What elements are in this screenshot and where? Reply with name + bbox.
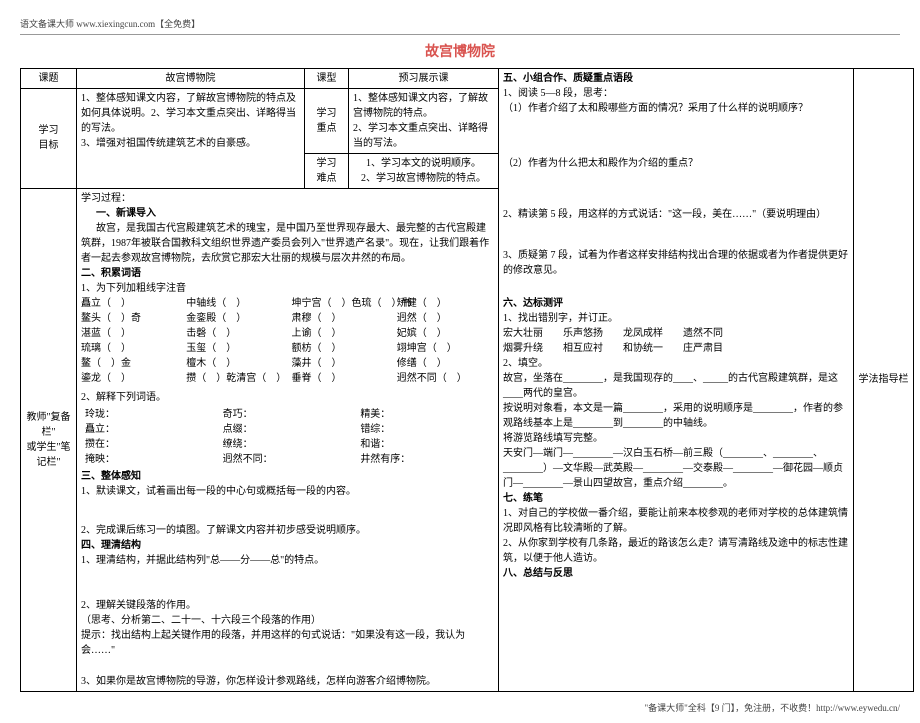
- sec7-1: 1、对自己的学校做一番介绍，要能让前来本校参观的老师对学校的总体建筑情况即风格有…: [503, 506, 849, 536]
- sec3-1: 1、默读课文，试着画出每一段的中心句或概括每一段的内容。: [81, 484, 494, 499]
- keti-value: 故宫博物院: [77, 68, 305, 88]
- sec8-heading: 八、总结与反思: [503, 566, 849, 581]
- process-label: 学习过程：: [81, 191, 494, 206]
- sec4-2: 2、理解关键段落的作用。 （思考、分析第二、二十一、十六段三个段落的作用） 提示…: [81, 598, 494, 658]
- sec1-p: 故宫，是我国古代宫殿建筑艺术的瑰宝，是中国乃至世界现存最大、最完整的古代宫殿建筑…: [81, 221, 494, 266]
- sec6-1: 1、找出错别字，并订正。: [503, 311, 849, 326]
- nandian: 1、学习本文的说明顺序。 2、学习故宫博物院的特点。: [349, 153, 499, 188]
- main-table: 课题 故宫博物院 课型 预习展示课 五、小组合作、质疑重点语段 1、阅读 5—8…: [20, 68, 914, 692]
- sec5-3: 3、质疑第 7 段，试着为作者这样安排结构找出合理的依据或者为作者提供更好的修改…: [503, 248, 849, 278]
- site-header: 语文备课大师 www.xiexingcun.com【全免费】: [20, 18, 900, 32]
- sec4-3: 3、如果你是故宫博物院的导游，你怎样设计参观路线，怎样向游客介绍博物院。: [81, 674, 494, 689]
- sec4-heading: 四、理清结构: [81, 538, 494, 553]
- center-panel: 学习过程： 一、新课导入 故宫，是我国古代宫殿建筑艺术的瑰宝，是中国乃至世界现存…: [77, 188, 499, 691]
- sec7-heading: 七、练笔: [503, 491, 849, 506]
- kexing-value: 预习展示课: [349, 68, 499, 88]
- phonetics-block: 矗立（ ）鳌头（ ）奇湛蓝（ ） 琉璃（ ）鳌（ ）金鎏龙（ ） 中轴线（ ）金…: [81, 296, 494, 386]
- sec5-1a: （1）作者介绍了太和殿哪些方面的情况？采用了什么样的说明顺序？: [503, 101, 849, 116]
- nandian-label: 学习 难点: [305, 153, 349, 188]
- sec6-2c: 将游览路线填写完整。: [503, 431, 849, 446]
- sec5-1: 1、阅读 5—8 段，思考：: [503, 86, 849, 101]
- sec6-2a: 故宫，坐落在________，是我国现存的____、_____的古代宫殿建筑群，…: [503, 371, 849, 401]
- doc-title: 故宫博物院: [20, 41, 900, 62]
- header-rule: [20, 34, 900, 35]
- sec2-2: 2、解释下列词语。: [81, 390, 494, 405]
- sec6-1-row1: 烟雾升绕 相互应衬 和协统一 庄严肃目: [503, 341, 849, 356]
- sec6-2b: 按说明对象看，本文是一篇________，采用的说明顺序是________，作者…: [503, 401, 849, 431]
- right-panel: 五、小组合作、质疑重点语段 1、阅读 5—8 段，思考： （1）作者介绍了太和殿…: [499, 68, 854, 691]
- sec2-1: 1、为下列加粗线字注音: [81, 281, 494, 296]
- sec6-heading: 六、达标测评: [503, 296, 849, 311]
- sec4-1: 1、理清结构，并据此结构列"总——分——总"的特点。: [81, 553, 494, 568]
- keti-label: 课题: [21, 68, 77, 88]
- sec6-2: 2、填空。: [503, 356, 849, 371]
- left-label: 教师"复备栏" 或学生"笔记栏": [21, 188, 77, 691]
- study-goal-label: 学习 目标: [21, 88, 77, 188]
- study-goal: 1、整体感知课文内容，了解故宫博物院的特点及如何具体说明。2、学习本文重点突出、…: [77, 88, 305, 188]
- footer: "备课大师"全科【9 门】，免注册，不收费！http://www.eywedu.…: [20, 702, 900, 716]
- sec6-1-row0: 宏大壮丽 乐声悠扬 龙凤成样 遗然不同: [503, 326, 849, 341]
- kexing-label: 课型: [305, 68, 349, 88]
- sec5-1b: （2）作者为什么把太和殿作为介绍的重点？: [503, 156, 849, 171]
- sec5-2: 2、精读第 5 段，用这样的方式说话："这一段，美在……"（要说明理由）: [503, 207, 849, 222]
- zhongdian-label: 学习 重点: [305, 88, 349, 153]
- zhongdian: 1、整体感知课文内容，了解故宫博物院的特点。 2、学习本文重点突出、详略得当的写…: [349, 88, 499, 153]
- sec6-2d: 天安门—端门—________—汉白玉石桥—前三殿（________、_____…: [503, 446, 849, 491]
- sec3-2: 2、完成课后练习一的填图。了解课文内容并初步感受说明顺序。: [81, 523, 494, 538]
- sec1-heading: 一、新课导入: [81, 206, 494, 221]
- right-label: 学法指导栏: [854, 68, 914, 691]
- sec5-heading: 五、小组合作、质疑重点语段: [503, 71, 849, 86]
- sec7-2: 2、从你家到学校有几条路，最近的路该怎么走？请写清路线及途中的标志性建筑，以便于…: [503, 536, 849, 566]
- sec3-heading: 三、整体感知: [81, 469, 494, 484]
- sec2-heading: 二、积累词语: [81, 266, 494, 281]
